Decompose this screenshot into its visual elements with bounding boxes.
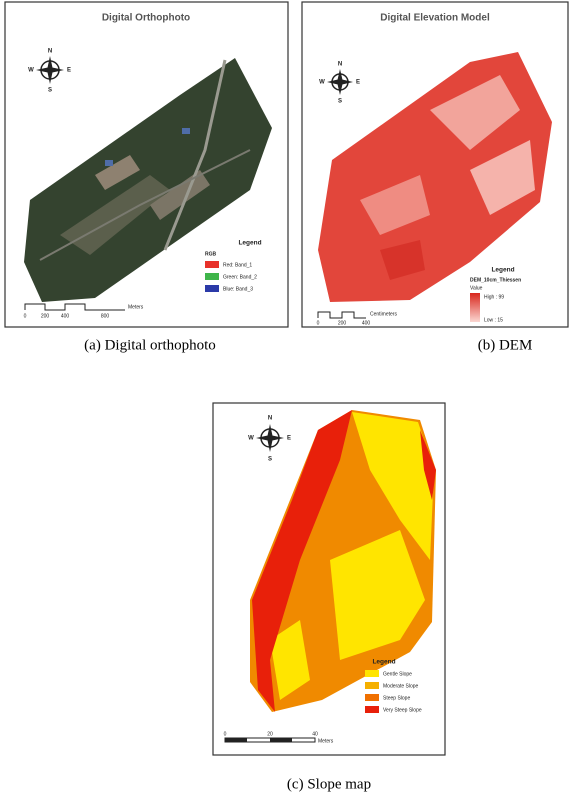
- image-roof: [105, 160, 113, 166]
- legend-swatch: [365, 706, 379, 713]
- caption: (b) DEM: [478, 337, 533, 353]
- scale-label: 0: [317, 320, 320, 326]
- legend-swatch: [205, 261, 219, 268]
- panel-dem: Digital Elevation Model N S E W Legend D…: [302, 2, 568, 353]
- scale-label: 40: [312, 731, 318, 737]
- figure: Digital Orthophoto N S E W Legend RGB Re…: [0, 0, 574, 800]
- panel-slope: N S E W Legend Gentle Slope Moderate Slo…: [213, 403, 445, 792]
- page: {"panels": [ {"title": "Digital Orthopho…: [0, 0, 574, 800]
- legend-item: Blue: Band_3: [223, 286, 253, 292]
- legend-item: Gentle Slope: [383, 671, 412, 677]
- compass-w: W: [248, 436, 254, 442]
- compass-w: W: [319, 80, 325, 86]
- scale-unit: Meters: [318, 738, 334, 744]
- compass-n: N: [338, 62, 342, 68]
- scale-label: 200: [338, 320, 347, 326]
- scale-label: 0: [224, 731, 227, 737]
- legend-item: Low : 15: [484, 317, 503, 323]
- compass-w: W: [28, 68, 34, 74]
- legend-swatch: [205, 285, 219, 292]
- compass-n: N: [268, 416, 272, 422]
- panel-orthophoto: Digital Orthophoto N S E W Legend RGB Re…: [5, 2, 288, 353]
- scale-label: 0: [24, 313, 27, 319]
- scale-label: 400: [61, 313, 70, 319]
- panel-title: Digital Orthophoto: [102, 13, 190, 24]
- legend-swatch: [365, 682, 379, 689]
- body: Digital Orthophoto N S E W Legend RGB Re…: [0, 0, 574, 800]
- compass-e: E: [67, 68, 71, 74]
- legend-swatch: [205, 273, 219, 280]
- legend-item: Moderate Slope: [383, 683, 419, 689]
- legend-subtitle: RGB: [205, 251, 217, 257]
- legend-item: Very Steep Slope: [383, 707, 422, 713]
- legend-swatch: [365, 670, 379, 677]
- compass-e: E: [287, 436, 291, 442]
- legend-title: Legend: [491, 267, 514, 274]
- scale-label: 800: [101, 313, 110, 319]
- compass-s: S: [268, 457, 272, 463]
- compass-e: E: [356, 80, 360, 86]
- scale-label: 20: [267, 731, 273, 737]
- caption: (a) Digital orthophoto: [84, 337, 216, 353]
- legend-item: High : 99: [484, 294, 504, 300]
- legend-title: Legend: [372, 659, 395, 666]
- caption: (c) Slope map: [287, 776, 371, 792]
- scale-label: 200: [41, 313, 50, 319]
- image-roof: [182, 128, 190, 134]
- legend-item: Red: Band_1: [223, 262, 252, 268]
- legend-title: Legend: [238, 240, 261, 247]
- scale-fill: [270, 738, 292, 742]
- scale-unit: Centimeters: [370, 311, 397, 317]
- scale-label: 400: [362, 320, 371, 326]
- scale-unit: Meters: [128, 304, 144, 310]
- legend-gradient: [470, 293, 480, 322]
- legend-item: Green: Band_2: [223, 274, 257, 280]
- legend-subtitle: DEM_10cm_Thiessen: [470, 277, 521, 283]
- compass-s: S: [48, 88, 52, 94]
- panel-title: Digital Elevation Model: [380, 13, 490, 24]
- legend-value-label: Value: [470, 285, 483, 291]
- compass-s: S: [338, 99, 342, 105]
- legend-item: Steep Slope: [383, 695, 410, 701]
- legend-swatch: [365, 694, 379, 701]
- compass-n: N: [48, 49, 52, 55]
- scale-fill: [225, 738, 247, 742]
